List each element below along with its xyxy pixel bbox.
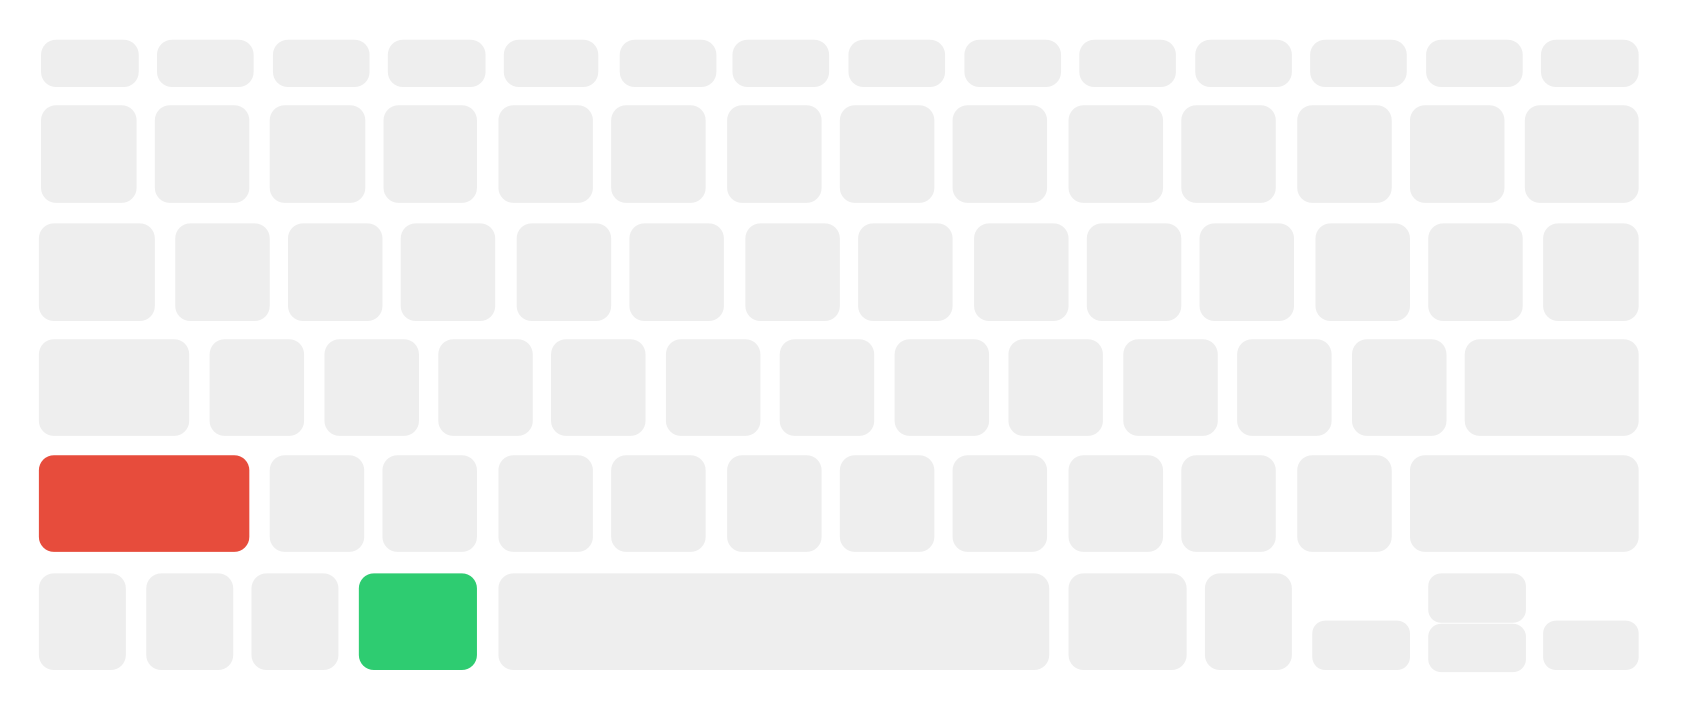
key [1426,39,1523,87]
key [38,223,155,322]
key [1524,105,1639,203]
key [551,339,646,436]
key [1195,39,1292,87]
key [1428,573,1526,623]
key [251,573,339,670]
key [1428,623,1526,673]
key [1237,339,1332,436]
key [1181,105,1276,203]
key [1428,223,1523,322]
key [1312,620,1410,670]
key [383,105,477,203]
key [1543,620,1639,670]
key [952,455,1048,552]
key [387,39,486,87]
key [287,223,383,322]
key [1409,455,1639,552]
key [839,455,935,552]
key [894,339,990,436]
key [209,339,305,436]
key [858,223,953,322]
key [727,105,822,203]
key [952,105,1048,203]
key [848,39,946,87]
key [1079,39,1176,87]
key [503,39,599,87]
key [1068,455,1164,552]
key [1199,223,1295,322]
key [1540,39,1639,87]
key [516,223,612,322]
key [839,105,935,203]
key [1123,339,1218,436]
key [1204,573,1292,670]
key [974,223,1069,322]
key [1086,223,1182,322]
key [1181,455,1276,552]
key [727,455,822,552]
key [745,223,840,322]
key [269,455,365,552]
key [38,455,250,552]
key [1068,573,1187,670]
key [611,105,706,203]
key [498,105,593,203]
key [498,573,1050,670]
key [665,339,761,436]
key [1464,339,1639,436]
key [175,223,270,322]
key [1297,105,1392,203]
key [1297,455,1392,552]
key [1310,39,1407,87]
key [1352,339,1447,436]
key [611,455,706,552]
key [358,573,477,670]
key [400,223,496,322]
key [269,105,366,203]
key [156,39,254,87]
key [1008,339,1103,436]
key [41,39,139,87]
key [964,39,1062,87]
key [154,105,250,203]
key [272,39,370,87]
key [38,339,190,436]
key [41,105,137,203]
key [324,339,419,436]
key [382,455,477,552]
key [1315,223,1410,322]
key [438,339,533,436]
key [1068,105,1164,203]
key [498,455,593,552]
key [1543,223,1639,322]
key [38,573,126,670]
key [146,573,234,670]
key [1409,105,1505,203]
key [619,39,717,87]
key [629,223,724,322]
key [779,339,875,436]
key [732,39,830,87]
